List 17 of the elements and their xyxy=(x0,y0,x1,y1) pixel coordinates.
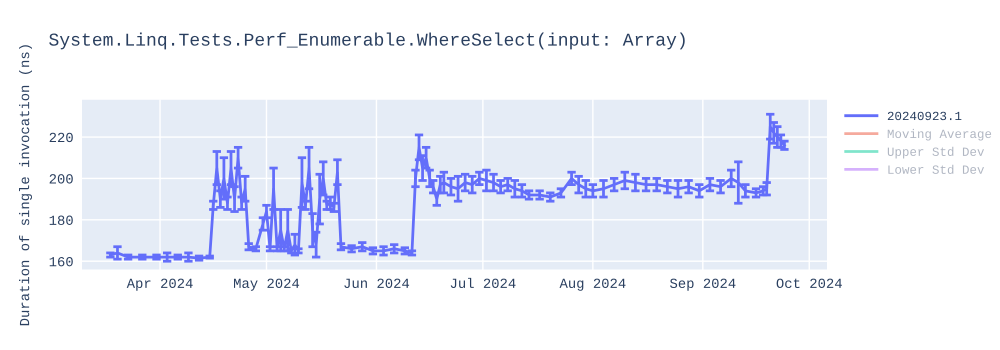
y-tick-label: 200 xyxy=(50,174,73,184)
x-tick-label: May 2024 xyxy=(234,278,300,291)
x-tick-label: Jun 2024 xyxy=(344,278,410,288)
y-tick-label: 180 xyxy=(50,216,73,225)
x-tick-label: Jul 2024 xyxy=(450,278,516,288)
x-tick-label: Apr 2024 xyxy=(126,278,193,291)
x-tick-label: Oct 2024 xyxy=(776,278,842,288)
legend-label: Upper Std Dev xyxy=(888,146,984,158)
y-tick-label: 220 xyxy=(50,132,73,142)
legend-label: Lower Std Dev xyxy=(888,164,984,174)
x-tick-label: Aug 2024 xyxy=(560,278,626,291)
y-tick-label: 160 xyxy=(50,256,73,266)
chart-title: System.Linq.Tests.Perf_Enumerable.WhereSelect(input: Array) xyxy=(49,32,685,50)
legend-label: 20240923.1 xyxy=(888,112,962,120)
legend-label: Moving Average xyxy=(888,128,992,141)
y-axis-title: Duration of single invocation (ns) xyxy=(19,45,32,326)
x-tick-label: Sep 2024 xyxy=(670,278,736,291)
